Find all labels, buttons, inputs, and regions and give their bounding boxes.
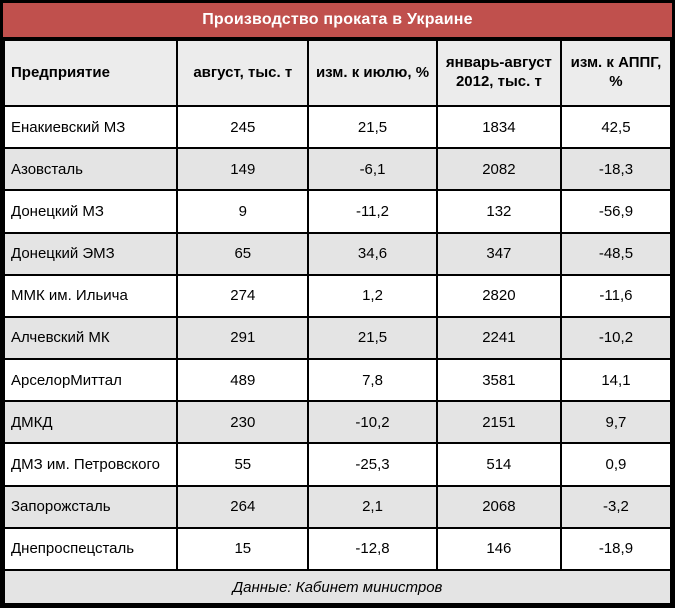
cell-change-vs-appg: -18,9: [559, 526, 673, 572]
cell-change-vs-july: 2,1: [307, 484, 438, 529]
cell-enterprise: ММК им. Ильича: [2, 273, 179, 318]
cell-jan-august: 2068: [435, 484, 562, 529]
cell-jan-august: 514: [435, 442, 562, 487]
table-row: Енакиевский МЗ 245 21,5 1834 42,5: [2, 104, 673, 150]
table-row: Донецкий МЗ 9 -11,2 132 -56,9: [2, 189, 673, 234]
cell-change-vs-july: -6,1: [307, 147, 438, 192]
cell-jan-august: 3581: [435, 358, 562, 403]
cell-change-vs-july: 21,5: [307, 315, 438, 361]
table-row: Алчевский МК 291 21,5 2241 -10,2: [2, 315, 673, 361]
cell-change-vs-appg: -48,5: [559, 231, 673, 276]
table-header: Предприятие август, тыс. т изм. к июлю, …: [2, 39, 673, 107]
cell-change-vs-appg: 14,1: [559, 358, 673, 403]
cell-august: 65: [176, 231, 310, 276]
cell-enterprise: Енакиевский МЗ: [2, 104, 179, 150]
cell-enterprise: ДМЗ им. Петровского: [2, 442, 179, 487]
table-footer: Данные: Кабинет министров: [3, 569, 672, 605]
col-header-change-vs-july: изм. к июлю, %: [307, 39, 438, 107]
cell-change-vs-july: -11,2: [307, 189, 438, 234]
cell-change-vs-appg: 0,9: [559, 442, 673, 487]
col-header-change-vs-appg: изм. к АППГ, %: [559, 39, 673, 107]
cell-enterprise: Донецкий МЗ: [2, 189, 179, 234]
cell-jan-august: 2241: [435, 315, 562, 361]
data-table: Предприятие август, тыс. т изм. к июлю, …: [2, 39, 673, 605]
col-header-enterprise: Предприятие: [2, 39, 179, 107]
cell-change-vs-appg: -11,6: [559, 273, 673, 318]
col-header-august: август, тыс. т: [176, 39, 310, 107]
table-row: Днепроспецсталь 15 -12,8 146 -18,9: [2, 526, 673, 572]
cell-august: 15: [176, 526, 310, 572]
col-header-jan-august-2012: январь-август 2012, тыс. т: [435, 39, 562, 107]
cell-august: 489: [176, 358, 310, 403]
cell-enterprise: ДМКД: [2, 400, 179, 445]
table-row: ММК им. Ильича 274 1,2 2820 -11,6: [2, 273, 673, 318]
cell-enterprise: Днепроспецсталь: [2, 526, 179, 572]
cell-change-vs-appg: -3,2: [559, 484, 673, 529]
table-row: ДМЗ им. Петровского 55 -25,3 514 0,9: [2, 442, 673, 487]
cell-jan-august: 2082: [435, 147, 562, 192]
cell-august: 149: [176, 147, 310, 192]
cell-change-vs-july: 34,6: [307, 231, 438, 276]
cell-change-vs-july: -10,2: [307, 400, 438, 445]
cell-jan-august: 146: [435, 526, 562, 572]
cell-enterprise: Запорожсталь: [2, 484, 179, 529]
cell-change-vs-july: 1,2: [307, 273, 438, 318]
cell-jan-august: 2151: [435, 400, 562, 445]
cell-jan-august: 132: [435, 189, 562, 234]
table-body: Енакиевский МЗ 245 21,5 1834 42,5 Азовст…: [2, 104, 673, 572]
table-row: Запорожсталь 264 2,1 2068 -3,2: [2, 484, 673, 529]
cell-change-vs-appg: -10,2: [559, 315, 673, 361]
table-row: Азовсталь 149 -6,1 2082 -18,3: [2, 147, 673, 192]
cell-change-vs-appg: -18,3: [559, 147, 673, 192]
cell-august: 291: [176, 315, 310, 361]
table-row: Донецкий ЭМЗ 65 34,6 347 -48,5: [2, 231, 673, 276]
cell-august: 9: [176, 189, 310, 234]
cell-jan-august: 347: [435, 231, 562, 276]
footer-row: Данные: Кабинет министров: [3, 569, 672, 605]
table-row: АрселорМиттал 489 7,8 3581 14,1: [2, 358, 673, 403]
cell-change-vs-july: 7,8: [307, 358, 438, 403]
cell-change-vs-july: -12,8: [307, 526, 438, 572]
cell-jan-august: 1834: [435, 104, 562, 150]
table-row: ДМКД 230 -10,2 2151 9,7: [2, 400, 673, 445]
table-title: Производство проката в Украине: [3, 3, 672, 37]
cell-august: 264: [176, 484, 310, 529]
cell-change-vs-appg: 9,7: [559, 400, 673, 445]
cell-august: 55: [176, 442, 310, 487]
cell-change-vs-july: -25,3: [307, 442, 438, 487]
cell-enterprise: Донецкий ЭМЗ: [2, 231, 179, 276]
cell-jan-august: 2820: [435, 273, 562, 318]
cell-change-vs-appg: -56,9: [559, 189, 673, 234]
cell-enterprise: Азовсталь: [2, 147, 179, 192]
cell-august: 245: [176, 104, 310, 150]
cell-august: 230: [176, 400, 310, 445]
cell-change-vs-july: 21,5: [307, 104, 438, 150]
cell-change-vs-appg: 42,5: [559, 104, 673, 150]
cell-august: 274: [176, 273, 310, 318]
cell-enterprise: Алчевский МК: [2, 315, 179, 361]
cell-enterprise: АрселорМиттал: [2, 358, 179, 403]
header-row: Предприятие август, тыс. т изм. к июлю, …: [2, 39, 673, 107]
source-note: Данные: Кабинет министров: [3, 569, 672, 605]
